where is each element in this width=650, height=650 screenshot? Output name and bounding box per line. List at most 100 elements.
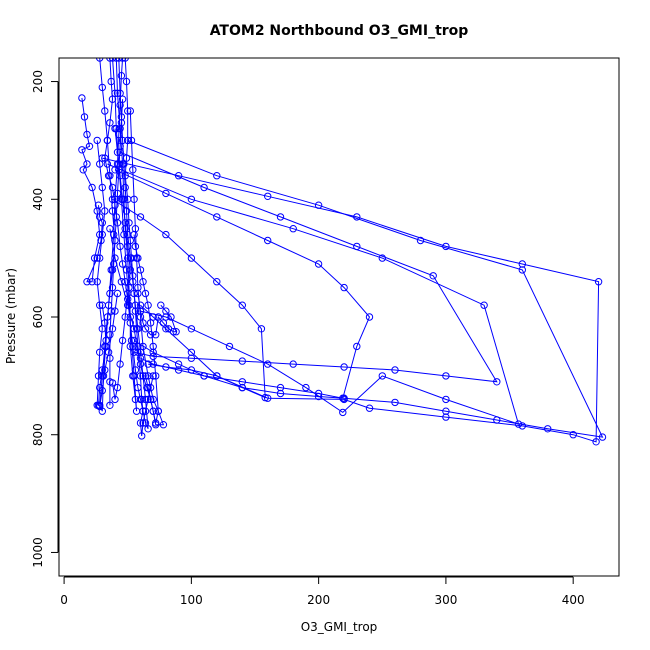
data-point bbox=[187, 366, 196, 374]
data-point bbox=[391, 398, 399, 407]
series-17 bbox=[106, 95, 127, 409]
data-point bbox=[111, 395, 119, 404]
data-point bbox=[136, 372, 145, 380]
data-point bbox=[85, 142, 94, 151]
data-point bbox=[96, 213, 104, 221]
data-point bbox=[518, 422, 526, 430]
series-line bbox=[119, 151, 498, 383]
data-point bbox=[141, 289, 150, 298]
data-point bbox=[174, 366, 183, 374]
data-point bbox=[79, 166, 87, 174]
data-point bbox=[106, 331, 114, 339]
y-tick-label: 800 bbox=[31, 423, 45, 446]
data-point bbox=[152, 331, 160, 339]
data-point bbox=[146, 331, 155, 339]
data-point bbox=[141, 372, 150, 380]
series-layer bbox=[78, 58, 607, 446]
data-point bbox=[124, 107, 132, 115]
data-point bbox=[122, 77, 131, 86]
data-point bbox=[132, 254, 141, 262]
series-line bbox=[112, 128, 131, 400]
data-point bbox=[159, 421, 168, 429]
data-point bbox=[93, 136, 101, 145]
data-point bbox=[544, 425, 552, 433]
data-point bbox=[113, 383, 122, 392]
data-point bbox=[340, 363, 348, 371]
series-line bbox=[109, 99, 124, 406]
data-point bbox=[213, 278, 221, 286]
x-tick-label: 400 bbox=[562, 593, 585, 607]
data-point bbox=[113, 148, 122, 156]
data-point bbox=[101, 366, 109, 374]
data-point bbox=[94, 201, 103, 209]
data-point bbox=[108, 58, 117, 62]
data-point bbox=[131, 366, 140, 374]
data-point bbox=[96, 254, 104, 262]
series-14 bbox=[93, 136, 109, 409]
series-line bbox=[96, 140, 106, 406]
data-point bbox=[113, 289, 122, 298]
data-point bbox=[136, 354, 145, 362]
data-point bbox=[106, 378, 114, 386]
series-line bbox=[97, 293, 118, 408]
data-point bbox=[162, 189, 170, 198]
data-point bbox=[118, 260, 127, 268]
data-point bbox=[88, 183, 96, 192]
data-point bbox=[117, 278, 126, 286]
data-point bbox=[129, 166, 137, 174]
data-point bbox=[113, 189, 122, 198]
data-point bbox=[108, 183, 117, 192]
data-point bbox=[154, 407, 163, 415]
data-point bbox=[238, 357, 247, 365]
data-point bbox=[103, 136, 112, 145]
data-point bbox=[101, 207, 109, 215]
series-line bbox=[129, 110, 165, 426]
data-point bbox=[238, 301, 247, 309]
data-point bbox=[90, 254, 99, 262]
data-point bbox=[101, 107, 109, 115]
data-point bbox=[339, 408, 347, 417]
data-point bbox=[134, 348, 142, 356]
data-point bbox=[118, 95, 127, 103]
data-point bbox=[139, 372, 147, 380]
chart-title: ATOM2 Northbound O3_GMI_trop bbox=[210, 23, 469, 39]
data-point bbox=[213, 213, 221, 221]
data-point bbox=[93, 278, 101, 286]
data-point bbox=[378, 254, 386, 262]
series-line bbox=[124, 58, 159, 424]
y-tick-label: 600 bbox=[31, 306, 45, 329]
series-7 bbox=[98, 154, 603, 446]
data-point bbox=[96, 301, 104, 309]
data-point bbox=[314, 260, 323, 268]
data-point bbox=[112, 213, 121, 221]
data-point bbox=[391, 366, 399, 374]
series-12 bbox=[108, 195, 269, 402]
data-point bbox=[118, 336, 127, 345]
data-point bbox=[126, 107, 135, 115]
data-point bbox=[124, 254, 132, 262]
data-point bbox=[131, 242, 140, 251]
data-point bbox=[111, 307, 119, 315]
data-point bbox=[83, 130, 91, 139]
data-point bbox=[118, 58, 127, 62]
data-point bbox=[103, 160, 112, 168]
series-line bbox=[112, 198, 266, 399]
data-point bbox=[213, 172, 221, 180]
data-point bbox=[172, 328, 180, 336]
data-point bbox=[149, 372, 157, 380]
x-axis-label: O3_GMI_trop bbox=[301, 620, 378, 634]
x-tick-label: 100 bbox=[180, 593, 203, 607]
y-axis: 200 400 600 800 1000 bbox=[31, 70, 59, 568]
data-point bbox=[289, 360, 297, 368]
data-point bbox=[136, 313, 145, 321]
data-point bbox=[107, 307, 115, 315]
data-point bbox=[139, 278, 147, 286]
data-point bbox=[162, 325, 170, 333]
y-tick-label: 1000 bbox=[31, 537, 45, 568]
data-point bbox=[314, 389, 323, 398]
data-point bbox=[121, 183, 129, 192]
data-point bbox=[96, 160, 104, 168]
data-point bbox=[130, 336, 138, 345]
data-point bbox=[139, 342, 147, 351]
